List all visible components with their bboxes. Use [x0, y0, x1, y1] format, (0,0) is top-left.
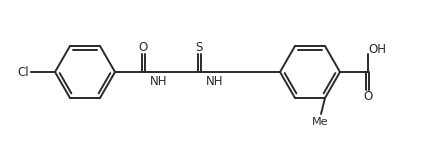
Text: S: S	[195, 41, 202, 53]
Text: OH: OH	[368, 42, 386, 56]
Text: O: O	[363, 90, 373, 103]
Text: O: O	[138, 41, 148, 53]
Text: NH: NH	[150, 74, 168, 87]
Text: Me: Me	[312, 117, 328, 127]
Text: NH: NH	[206, 74, 224, 87]
Text: Cl: Cl	[17, 66, 29, 78]
